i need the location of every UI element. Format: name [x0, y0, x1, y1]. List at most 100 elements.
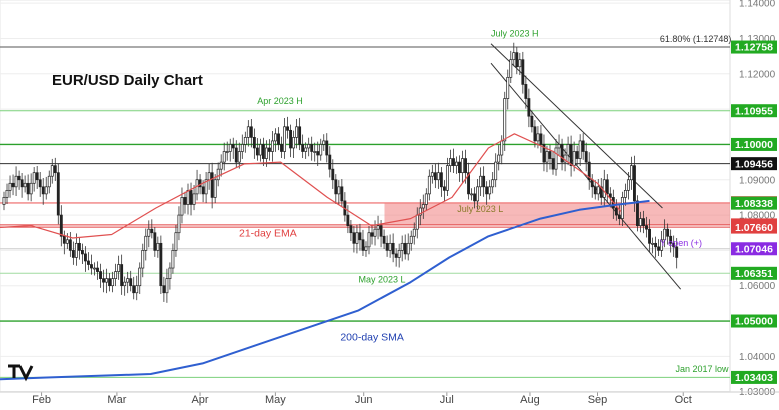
candle-body-75	[228, 144, 232, 152]
candle-body-188	[569, 144, 573, 166]
level-badge-11	[731, 370, 777, 384]
candle-body-151	[458, 161, 461, 174]
candle-body-125	[379, 225, 383, 237]
candle-body-139	[421, 204, 425, 209]
candle-body-61	[186, 189, 190, 205]
candle-body-203	[614, 207, 618, 216]
candle-body-129	[391, 242, 395, 255]
candle-body-40	[123, 281, 127, 287]
candle-body-98	[298, 126, 302, 145]
annotation-1: 61.80% (1.12748)	[660, 34, 732, 44]
candle-body-38	[117, 264, 121, 272]
candle-body-121	[367, 232, 371, 248]
candle-body-204	[617, 214, 621, 219]
y-tick-label-1: 1.13000	[739, 34, 776, 45]
candle-body-103	[313, 151, 317, 153]
candle-body-174	[527, 98, 531, 117]
candle-body-170	[515, 52, 519, 68]
candle-body-107	[325, 140, 329, 156]
candle-body-173	[524, 84, 528, 99]
candle-body-81	[246, 126, 250, 138]
candle-body-79	[240, 144, 244, 152]
candle-body-215	[651, 242, 654, 245]
candle-body-6	[20, 179, 24, 188]
candle-body-60	[183, 197, 187, 205]
candle-body-77	[234, 147, 238, 163]
level-badge-5	[731, 196, 777, 210]
candle-body-31	[96, 267, 99, 272]
candle-body-44	[135, 285, 139, 294]
level-badge-7	[731, 220, 777, 234]
level-badge-label-2: 1.10000	[735, 139, 773, 151]
candle-body-9	[29, 182, 33, 195]
candle-body-185	[560, 144, 564, 163]
annotation-7: 200-day SMA	[340, 331, 404, 343]
annotation-0: July 2023 H	[491, 29, 539, 39]
candle-body-144	[436, 172, 440, 181]
candle-body-219	[663, 228, 667, 241]
x-tick-label-6: Aug	[520, 394, 540, 406]
level-badge-label-1: 1.10955	[735, 105, 773, 117]
candle-body-181	[548, 151, 552, 159]
candle-body-4	[14, 175, 18, 188]
annotation-2: Apr 2023 H	[257, 96, 303, 106]
candle-body-211	[639, 218, 642, 227]
candle-body-165	[500, 140, 504, 156]
candle-body-120	[364, 246, 368, 251]
candle-body-35	[108, 278, 112, 287]
candle-body-115	[349, 225, 353, 234]
candle-body-118	[358, 232, 362, 241]
candle-body-122	[370, 232, 374, 237]
candle-body-72	[219, 161, 223, 170]
candle-body-49	[150, 228, 154, 234]
candle-body-14	[44, 186, 48, 195]
candle-body-169	[512, 52, 516, 61]
candle-body-218	[660, 239, 664, 251]
candle-body-52	[159, 242, 163, 287]
level-badge-label-0: 1.12758	[735, 42, 773, 54]
candle-body-131	[397, 250, 401, 258]
level-badge-1	[731, 104, 777, 118]
candle-body-20	[62, 235, 66, 244]
y-tick-label-2: 1.12000	[739, 69, 776, 80]
candle-body-108	[328, 154, 332, 170]
candle-body-137	[415, 214, 419, 230]
candle-body-133	[403, 242, 407, 255]
candle-body-16	[50, 165, 54, 177]
candle-body-73	[222, 151, 226, 163]
candle-body-150	[455, 161, 458, 166]
candle-body-145	[439, 172, 443, 188]
candle-body-86	[261, 144, 265, 159]
level-badge-label-9: 1.06351	[735, 268, 773, 280]
x-tick-label-4: Jun	[355, 394, 373, 406]
candle-body-47	[144, 235, 148, 251]
candle-body-149	[452, 158, 455, 166]
annotation-3: July 2023 L	[457, 204, 503, 214]
candle-body-126	[382, 235, 386, 244]
level-badge-3	[731, 157, 777, 171]
candle-body-95	[289, 129, 293, 149]
candle-body-141	[427, 175, 431, 195]
candle-body-140	[424, 193, 428, 205]
candle-body-171	[518, 59, 522, 68]
candle-body-184	[557, 144, 561, 149]
candle-body-100	[304, 147, 308, 152]
candle-body-194	[587, 161, 591, 181]
candle-body-65	[198, 179, 202, 188]
candle-body-85	[258, 144, 262, 156]
candle-body-178	[539, 133, 543, 145]
y-tick-label-11: 1.03000	[739, 387, 776, 398]
candle-body-11	[35, 172, 39, 181]
candle-body-124	[376, 225, 380, 230]
annotation-4: 21-day EMA	[239, 227, 297, 239]
candle-body-50	[153, 232, 157, 251]
candle-body-7	[23, 182, 27, 188]
candle-body-102	[310, 144, 314, 152]
candle-body-51	[156, 242, 160, 251]
level-badge-label-8: 1.07046	[735, 243, 773, 255]
candle-body-67	[204, 179, 208, 195]
y-tick-label-8: 1.06000	[739, 281, 776, 292]
candle-body-161	[488, 186, 492, 195]
candle-body-158	[479, 175, 483, 188]
level-badge-2	[731, 137, 777, 151]
